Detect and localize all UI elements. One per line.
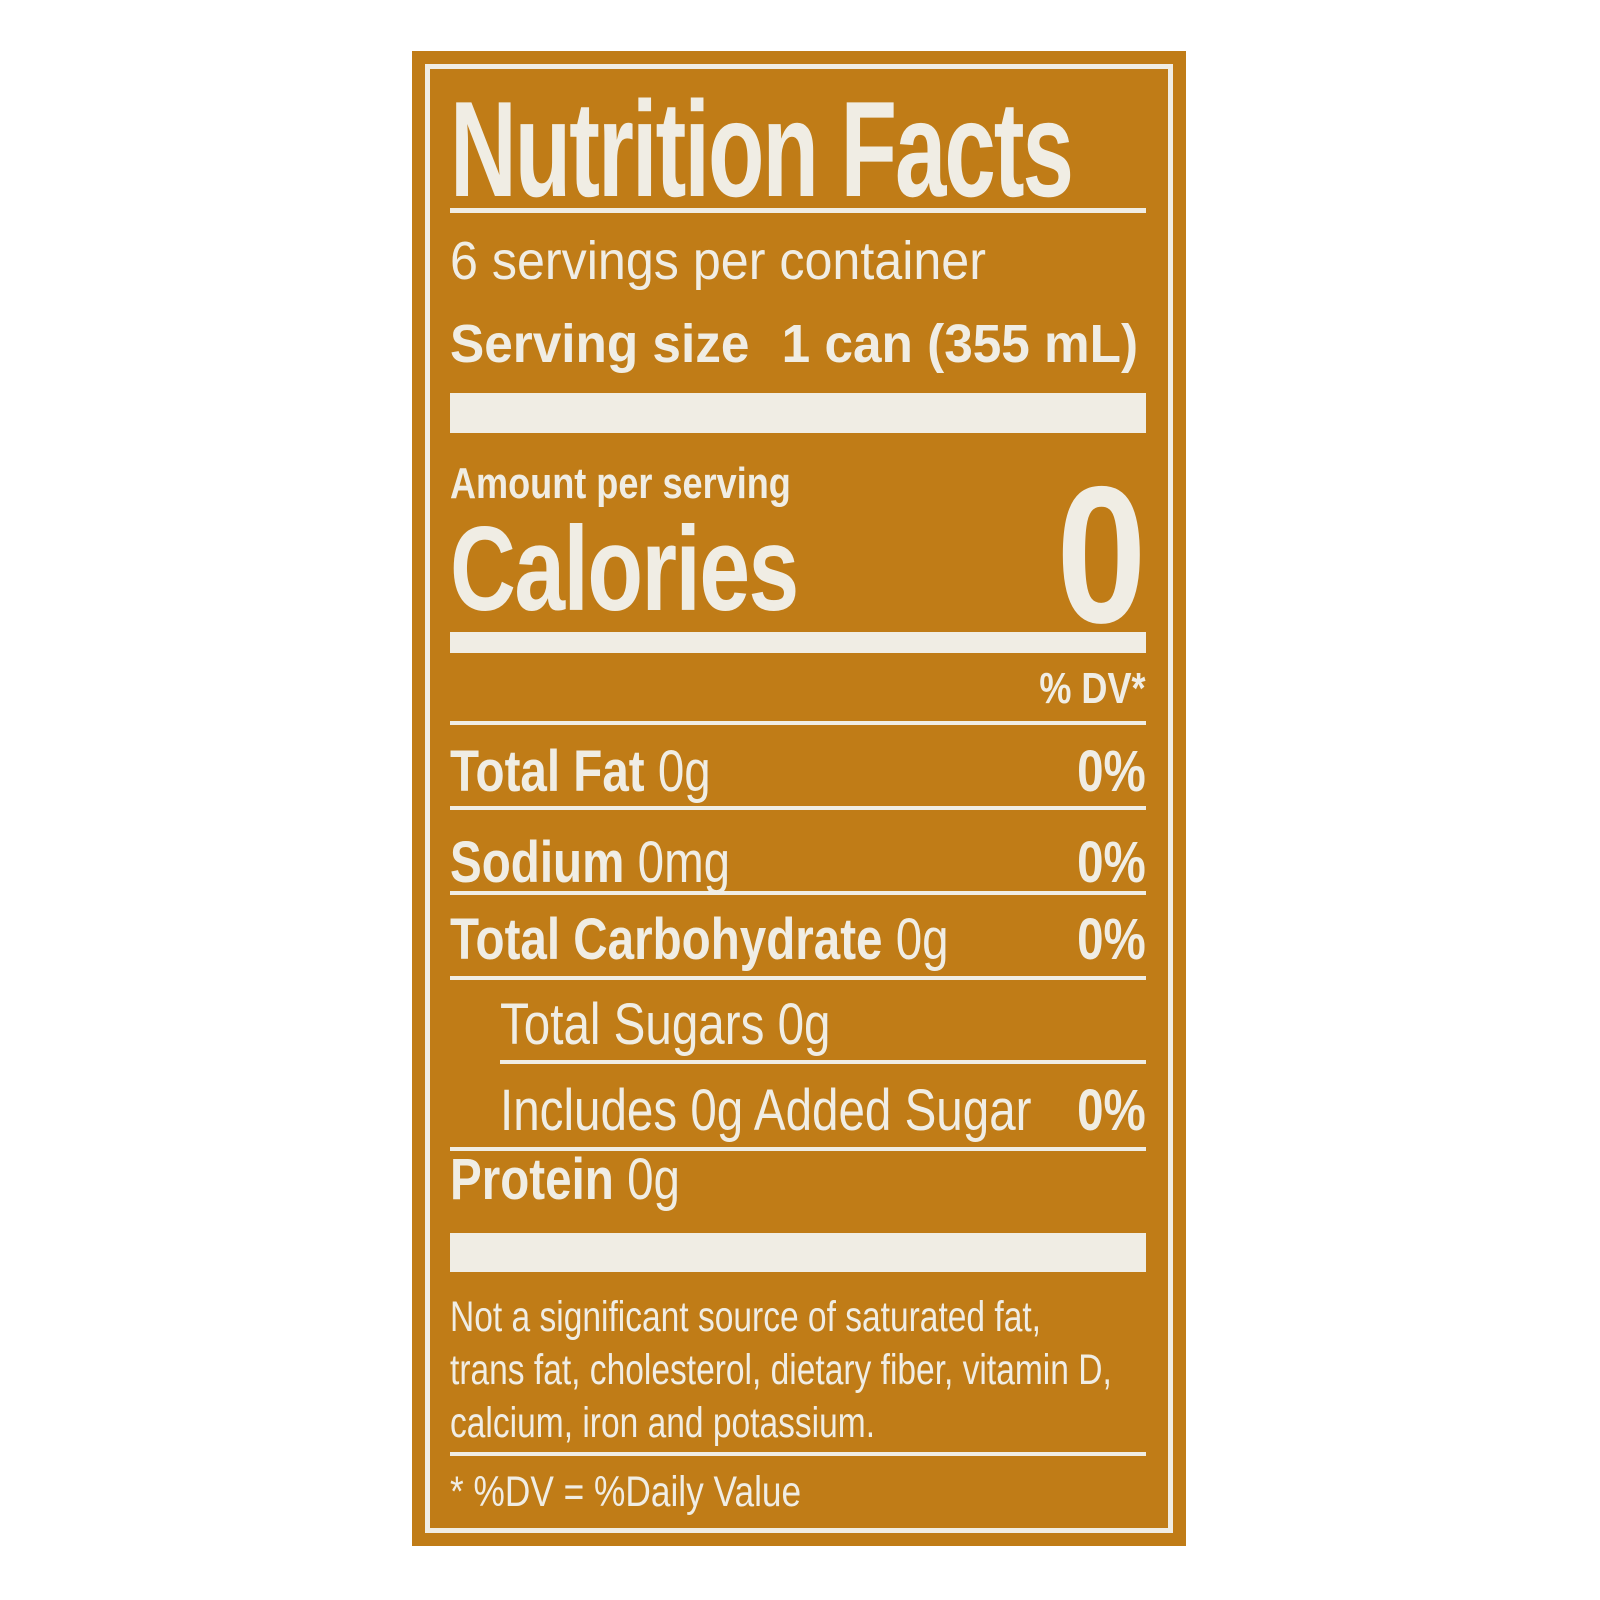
nutrient-dv: 0%	[1077, 907, 1146, 972]
calories-label: Calories	[450, 502, 799, 636]
divider-under-title	[450, 208, 1146, 213]
nutrient-amount: 0g	[657, 739, 711, 804]
nutrient-amount: 0mg	[637, 830, 731, 895]
nutrient-amount: 0g	[895, 907, 949, 972]
footnote: Not a significant source of saturated fa…	[450, 1291, 1146, 1450]
footnote-line: calcium, iron and potassium.	[450, 1399, 876, 1447]
nutrient-name: Protein	[450, 1147, 614, 1212]
nutrient-row-total-fat: Total Fat 0g 0%	[450, 743, 1146, 801]
footnote-line: Not a significant source of saturated fa…	[450, 1293, 1041, 1341]
divider-row	[450, 1147, 1146, 1151]
serving-size-row: Serving size 1 can (355 mL)	[450, 317, 1146, 371]
divider-row	[450, 976, 1146, 980]
nutrient-row-sodium: Sodium 0mg 0%	[450, 834, 1146, 892]
separator-bar-top	[450, 393, 1146, 433]
nutrient-dv: 0%	[1077, 1078, 1146, 1143]
nutrient-name: Sodium	[450, 830, 625, 895]
label-title-text: Nutrition Facts	[450, 73, 1074, 225]
serving-size-label: Serving size	[450, 314, 750, 374]
nutrient-row-protein: Protein 0g	[450, 1151, 1146, 1209]
divider-row	[450, 891, 1146, 895]
nutrient-amount: 0g	[627, 1147, 680, 1212]
calories-value: 0	[1055, 446, 1146, 664]
divider-row	[450, 806, 1146, 810]
nutrient-dv: 0%	[1077, 739, 1146, 804]
nutrient-row-total-sugars: Total Sugars 0g	[450, 996, 1146, 1054]
nutrient-name: Total Fat	[450, 739, 645, 804]
nutrient-name: Total Carbohydrate	[450, 907, 883, 972]
servings-per-container: 6 servings per container	[450, 231, 986, 291]
serving-size-value: 1 can (355 mL)	[781, 314, 1139, 374]
nutrient-name: Includes 0g Added Sugar	[500, 1078, 1032, 1143]
nutrient-row-total-carbohydrate: Total Carbohydrate 0g 0%	[450, 911, 1146, 969]
divider-dv-header	[450, 721, 1146, 725]
nutrient-dv: 0%	[1077, 830, 1146, 895]
daily-value-header: % DV*	[1039, 664, 1146, 713]
separator-bar-bottom	[450, 1233, 1146, 1272]
footnote-line: trans fat, cholesterol, dietary fiber, v…	[450, 1346, 1112, 1394]
divider-row-indented	[500, 1060, 1146, 1064]
label-title: Nutrition Facts	[450, 81, 1146, 217]
separator-bar-calories	[450, 632, 1146, 653]
amount-per-serving-label: Amount per serving	[450, 459, 791, 508]
nutrition-facts-label: Nutrition Facts 6 servings per container…	[412, 51, 1186, 1546]
nutrient-name: Total Sugars 0g	[500, 992, 831, 1057]
nutrient-row-added-sugar: Includes 0g Added Sugar 0%	[450, 1082, 1146, 1140]
daily-value-definition: * %DV = %Daily Value	[450, 1468, 802, 1516]
divider-footnote	[450, 1452, 1146, 1456]
